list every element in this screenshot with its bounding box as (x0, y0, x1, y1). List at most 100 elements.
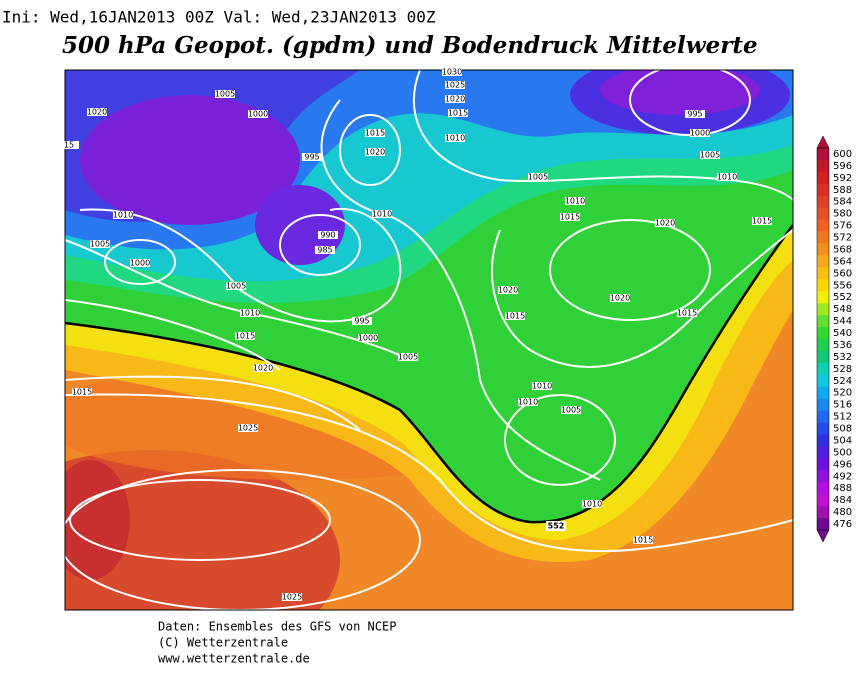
colorbar-label: 520 (833, 388, 852, 399)
isobar-label: 1015 (235, 332, 255, 341)
isobar-label: 1020 (365, 148, 385, 157)
colorbar-swatch (817, 219, 829, 232)
colorbar-label: 484 (833, 495, 852, 506)
isobar-label: 995 (354, 317, 369, 326)
isobar-label: 1000 (358, 334, 378, 343)
isobar-label-bg (238, 424, 258, 432)
isobar-label: 1015 (633, 536, 653, 545)
isobar-label: 1025 (282, 593, 302, 602)
isobar-label-bg (215, 90, 235, 98)
footer-line: www.wetterzentrale.de (158, 652, 310, 666)
colorbar-label: 584 (833, 197, 852, 208)
colorbar-swatch (817, 470, 829, 483)
colorbar-label: 496 (833, 459, 852, 470)
isobar-label-bg (358, 334, 378, 342)
isobar-label-bg (302, 153, 322, 161)
isobar-label: 1020 (445, 95, 465, 104)
isobar-label: 1020 (253, 364, 273, 373)
isobar-label: 1020 (87, 108, 107, 117)
isobar-label: 1020 (655, 219, 675, 228)
isobar-label: 1005 (90, 240, 110, 249)
isobar-label: 1010 (717, 173, 737, 182)
isobar-label-bg (610, 294, 630, 302)
colorbar-swatch (817, 243, 829, 256)
isobar-label-bg (448, 109, 468, 117)
colorbar-label: 540 (833, 328, 852, 339)
colorbar-swatch (817, 207, 829, 220)
colorbar-swatch (817, 279, 829, 292)
isobar-label-bg (717, 173, 737, 181)
colorbar-swatch (817, 303, 829, 316)
colorbar-cap (816, 135, 830, 149)
colorbar-swatch (817, 518, 829, 531)
colorbar-label: 492 (833, 471, 852, 482)
isobar-label: 1015 (448, 109, 468, 118)
colorbar-label: 532 (833, 352, 852, 363)
colorbar-swatch (817, 446, 829, 459)
isobar-label: 985 (317, 246, 332, 255)
isobar-label-bg (532, 382, 552, 390)
colorbar-swatch (817, 231, 829, 244)
isobar-label-bg (240, 309, 260, 317)
isobar-label-bg (248, 110, 268, 118)
colorbar-swatch (817, 422, 829, 435)
isobar-label-bg (59, 141, 79, 149)
isobar-label-bg (365, 129, 385, 137)
isobar-label-bg (365, 148, 385, 156)
isobar-label: 1015 (505, 312, 525, 321)
isobar-label: 1030 (442, 68, 462, 77)
colorbar-frame (816, 147, 830, 531)
isobar-label: 1005 (226, 282, 246, 291)
colorbar-swatch (817, 350, 829, 364)
isobar-label-bg (372, 210, 392, 218)
isobar-label-bg (752, 217, 772, 225)
colorbar-swatch (817, 386, 829, 399)
isobar-label: 1010 (445, 134, 465, 143)
isobar-label-bg (700, 151, 720, 159)
colorbar-label: 568 (833, 244, 852, 255)
colorbar-label: 580 (833, 209, 852, 220)
isobar-label: 1015 (752, 217, 772, 226)
isobar-label-bg (130, 259, 150, 267)
isobar-label: 1010 (582, 500, 602, 509)
colorbar-label: 564 (833, 256, 852, 267)
isobar-label-bg (398, 353, 418, 361)
colorbar-label: 536 (833, 340, 852, 351)
colorbar-swatch (817, 315, 829, 328)
isobar-label-bg (685, 110, 705, 118)
isobar-label-bg (561, 406, 581, 414)
colorbar-swatch (817, 494, 829, 507)
colorbar-swatch (817, 374, 829, 388)
isobar-label-bg (565, 197, 585, 205)
colorbar-swatch (817, 195, 829, 208)
isobar-label: 1020 (498, 286, 518, 295)
isobar-label-bg (505, 312, 525, 320)
isobar-label-bg (633, 536, 653, 544)
isobar-label-bg (498, 286, 518, 294)
colorbar-swatch (817, 159, 829, 173)
map-frame (64, 69, 794, 611)
colorbar-label: 572 (833, 233, 852, 244)
colorbar-label: 476 (833, 519, 852, 530)
colorbar-swatch (817, 506, 829, 519)
colorbar-label: 576 (833, 221, 852, 232)
colorbar-swatch (817, 171, 829, 185)
isobar-label-bg (318, 231, 338, 239)
colorbar-swatch (817, 362, 829, 376)
colorbar-swatch (817, 148, 829, 161)
isobar-label: 1005 (561, 406, 581, 415)
isobar-label: 1010 (372, 210, 392, 219)
isobar-label-bg (87, 108, 107, 116)
isobar-label-bg (282, 593, 302, 601)
colorbar-swatch (817, 267, 829, 280)
isobar-label-bg (235, 332, 255, 340)
isobar-label-bg (655, 219, 675, 227)
isobar-label: 1005 (215, 90, 235, 99)
isobar-label-bg (72, 388, 92, 396)
isobar-label: 1010 (113, 211, 133, 220)
colorbar-label: 600 (833, 149, 852, 160)
isobar-label: 1015 (560, 213, 580, 222)
isobar-label: 1010 (240, 309, 260, 318)
